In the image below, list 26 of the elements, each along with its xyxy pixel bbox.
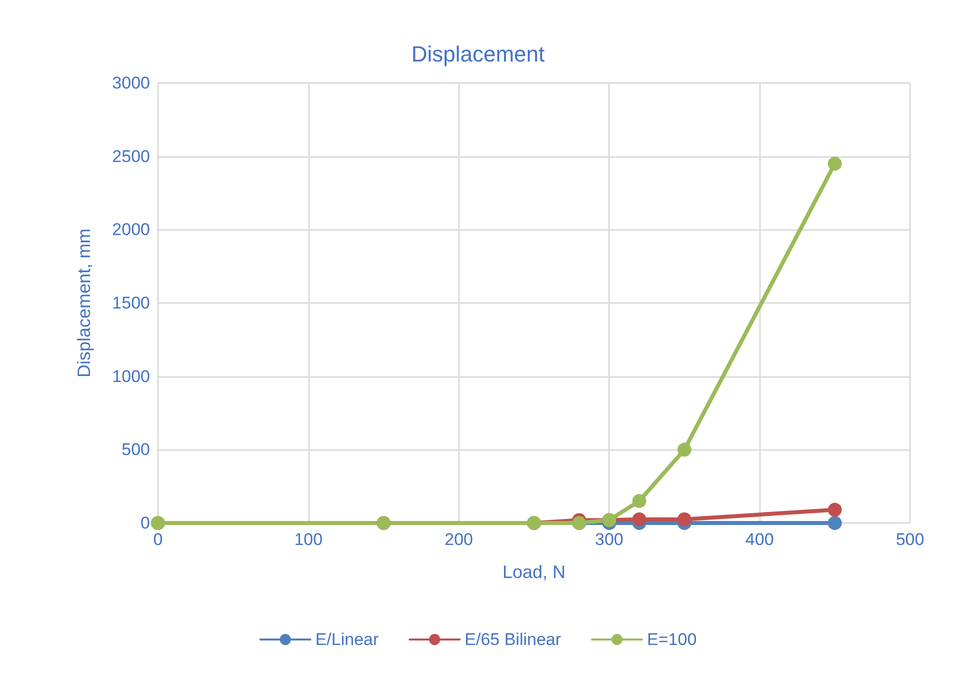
y-tick-label: 2000 (112, 220, 150, 240)
legend-label: E/Linear (315, 630, 379, 649)
point (677, 442, 692, 457)
point (828, 516, 842, 530)
x-tick-label: 400 (745, 530, 774, 549)
point (828, 502, 842, 517)
x-tick-label: 100 (294, 530, 323, 549)
y-tick-label: 0 (140, 514, 150, 532)
x-axis-title: Load, N (502, 562, 566, 582)
legend-label: E/65 Bilinear (464, 630, 562, 649)
point (828, 156, 842, 171)
y-tick-label: 500 (122, 440, 150, 460)
x-tick-label: 0 (153, 530, 163, 549)
y-tick-label: 2500 (112, 146, 150, 166)
y-tick-label: 1500 (112, 294, 150, 312)
y-tick-label: 3000 (112, 74, 150, 92)
y-axis-title: Displacement, mm (74, 228, 94, 378)
legend-label: E=100 (647, 630, 697, 649)
chart-title: Displacement (411, 42, 545, 66)
x-tick-label: 500 (896, 530, 924, 549)
x-tick-label: 200 (444, 530, 473, 549)
x-tick-label: 300 (595, 530, 624, 549)
point (632, 494, 646, 508)
y-tick-label: 1000 (112, 366, 150, 386)
point (677, 512, 692, 526)
point (632, 512, 646, 526)
